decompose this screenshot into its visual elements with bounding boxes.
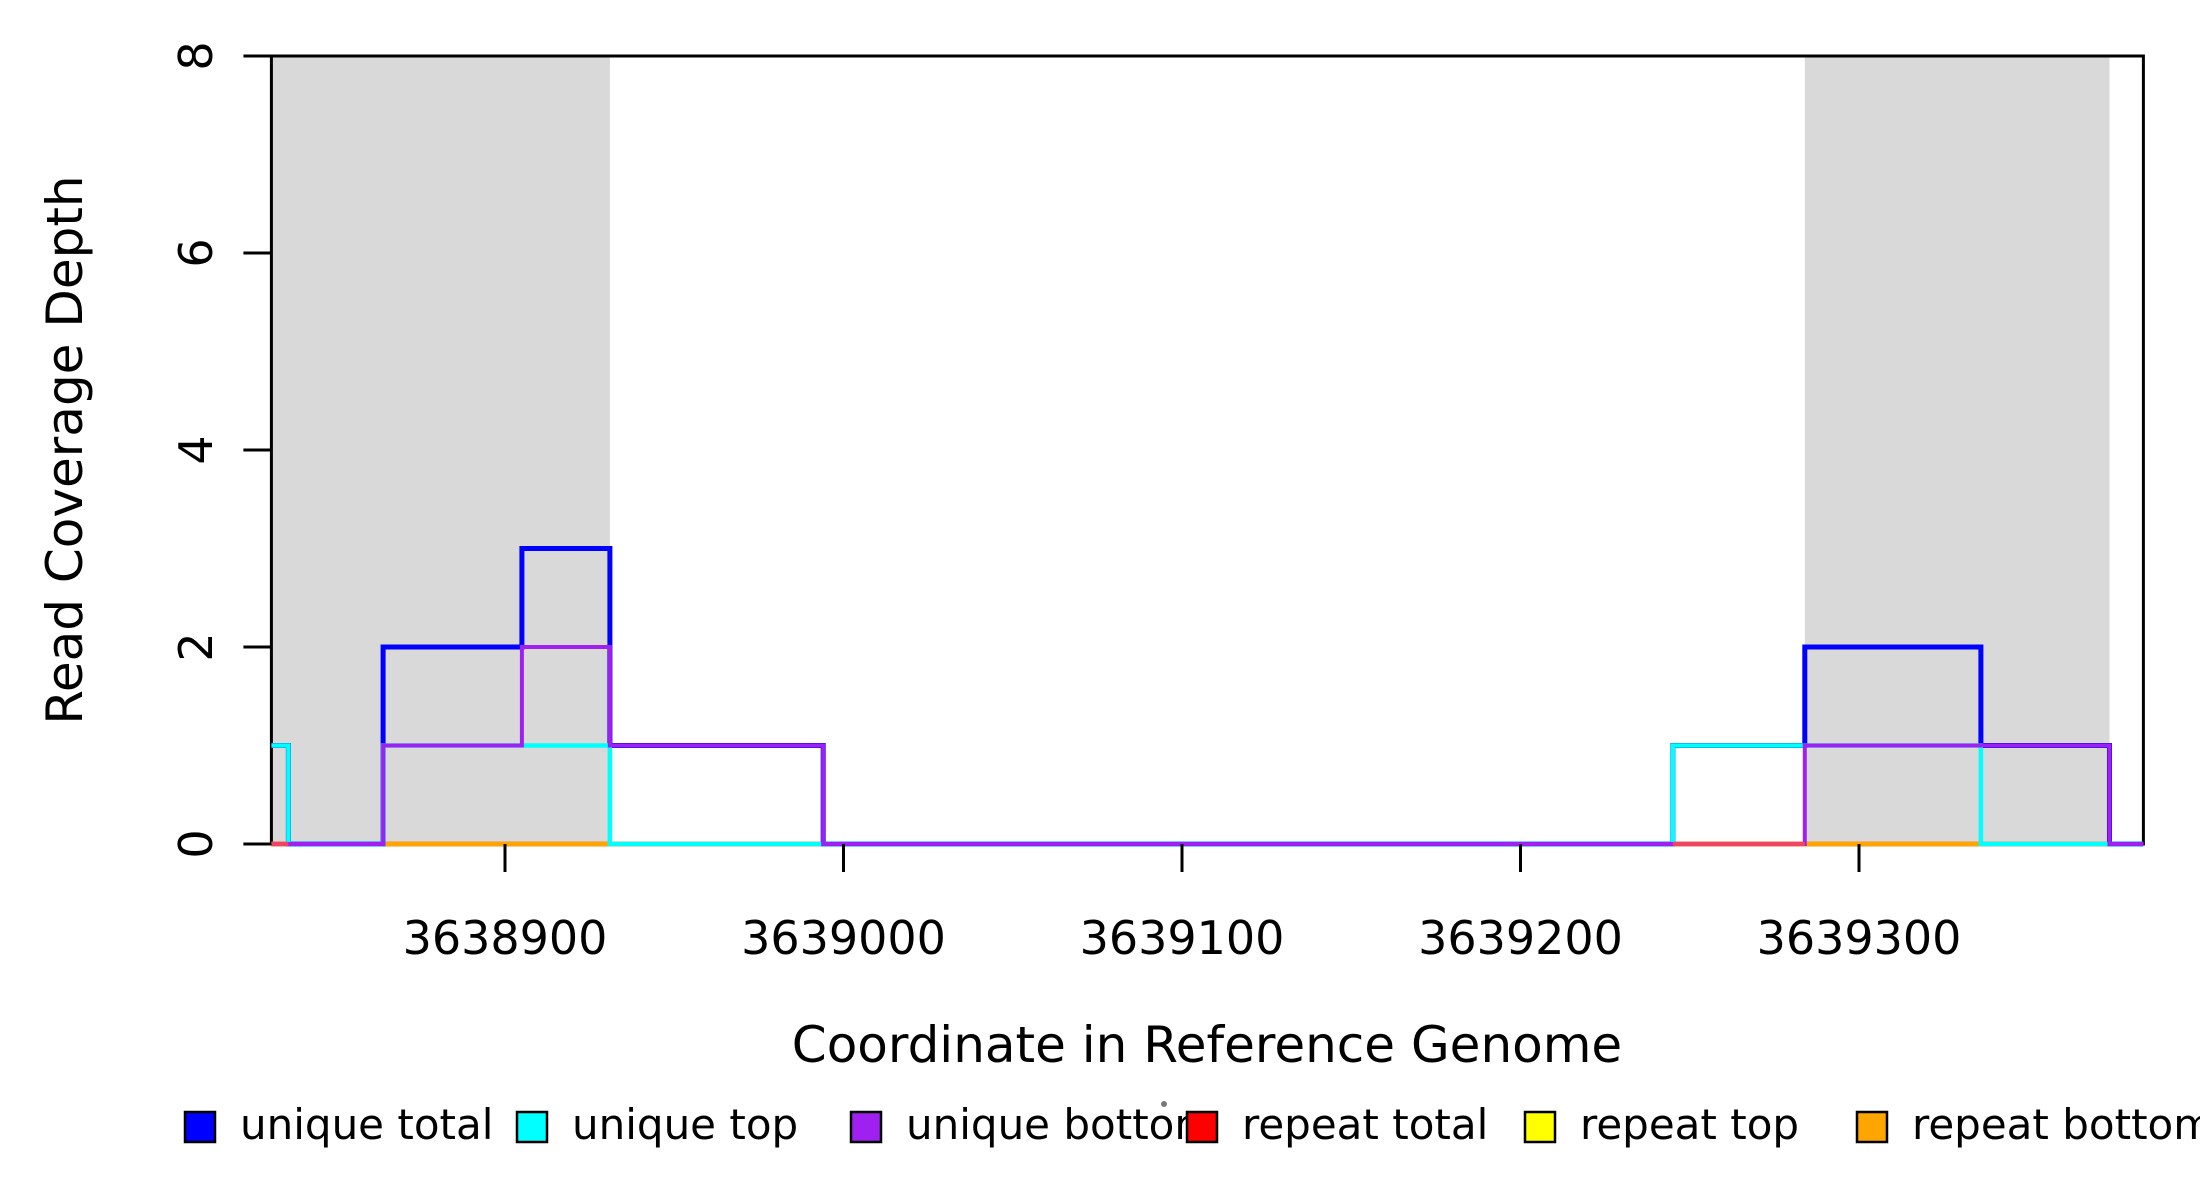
y-tick-label: 0 xyxy=(169,829,223,858)
x-axis-title: Coordinate in Reference Genome xyxy=(792,1016,1622,1074)
legend-label: repeat total xyxy=(1242,1100,1488,1149)
legend-swatch xyxy=(1185,1110,1219,1144)
x-tick-label: 3639200 xyxy=(1418,911,1623,965)
legend-item-repeat-top: repeat top xyxy=(1523,1100,1799,1149)
axis-tick-labels: 3638900 3639000 3639100 3639200 3639300 0 2 4 6 8 xyxy=(169,41,1961,965)
legend-label: repeat bottom xyxy=(1912,1100,2200,1149)
legend-label: unique bottom xyxy=(906,1100,1215,1149)
x-tick-label: 3639300 xyxy=(1757,911,1962,965)
legend-item-unique-total: unique total xyxy=(183,1100,493,1149)
legend-label: repeat top xyxy=(1580,1100,1799,1149)
y-tick-label: 4 xyxy=(169,435,223,464)
legend-label: unique total xyxy=(240,1100,493,1149)
legend-item-unique-top: unique top xyxy=(515,1100,798,1149)
highlight-region xyxy=(1804,56,2110,844)
legend-label: unique top xyxy=(572,1100,798,1149)
x-tick-label: 3639000 xyxy=(741,911,946,965)
legend-item-unique-bottom: unique bottom xyxy=(849,1100,1215,1149)
y-tick-label: 2 xyxy=(169,632,223,661)
legend-swatch xyxy=(849,1110,883,1144)
x-tick-label: 3638900 xyxy=(403,911,608,965)
y-tick-label: 6 xyxy=(169,238,223,267)
x-tick-label: 3639100 xyxy=(1080,911,1285,965)
legend-item-repeat-total: repeat total xyxy=(1185,1100,1488,1149)
legend-item-repeat-bottom: repeat bottom xyxy=(1855,1100,2200,1149)
stray-point-artifact xyxy=(1161,1101,1167,1107)
legend: unique total unique top unique bottom repea… xyxy=(183,1100,2200,1149)
axis-ticks xyxy=(243,54,1861,872)
series-lines xyxy=(271,546,2144,847)
legend-swatch xyxy=(515,1110,549,1144)
y-axis-title: Read Coverage Depth xyxy=(36,175,94,724)
y-tick-label: 8 xyxy=(169,41,223,70)
series-unique-top xyxy=(271,743,2144,847)
legend-swatch xyxy=(1523,1110,1557,1144)
legend-swatch xyxy=(1855,1110,1889,1144)
highlight-regions xyxy=(271,56,2110,844)
series-unique-bottom xyxy=(271,645,2144,846)
legend-swatch xyxy=(183,1110,217,1144)
highlight-region xyxy=(271,56,610,844)
